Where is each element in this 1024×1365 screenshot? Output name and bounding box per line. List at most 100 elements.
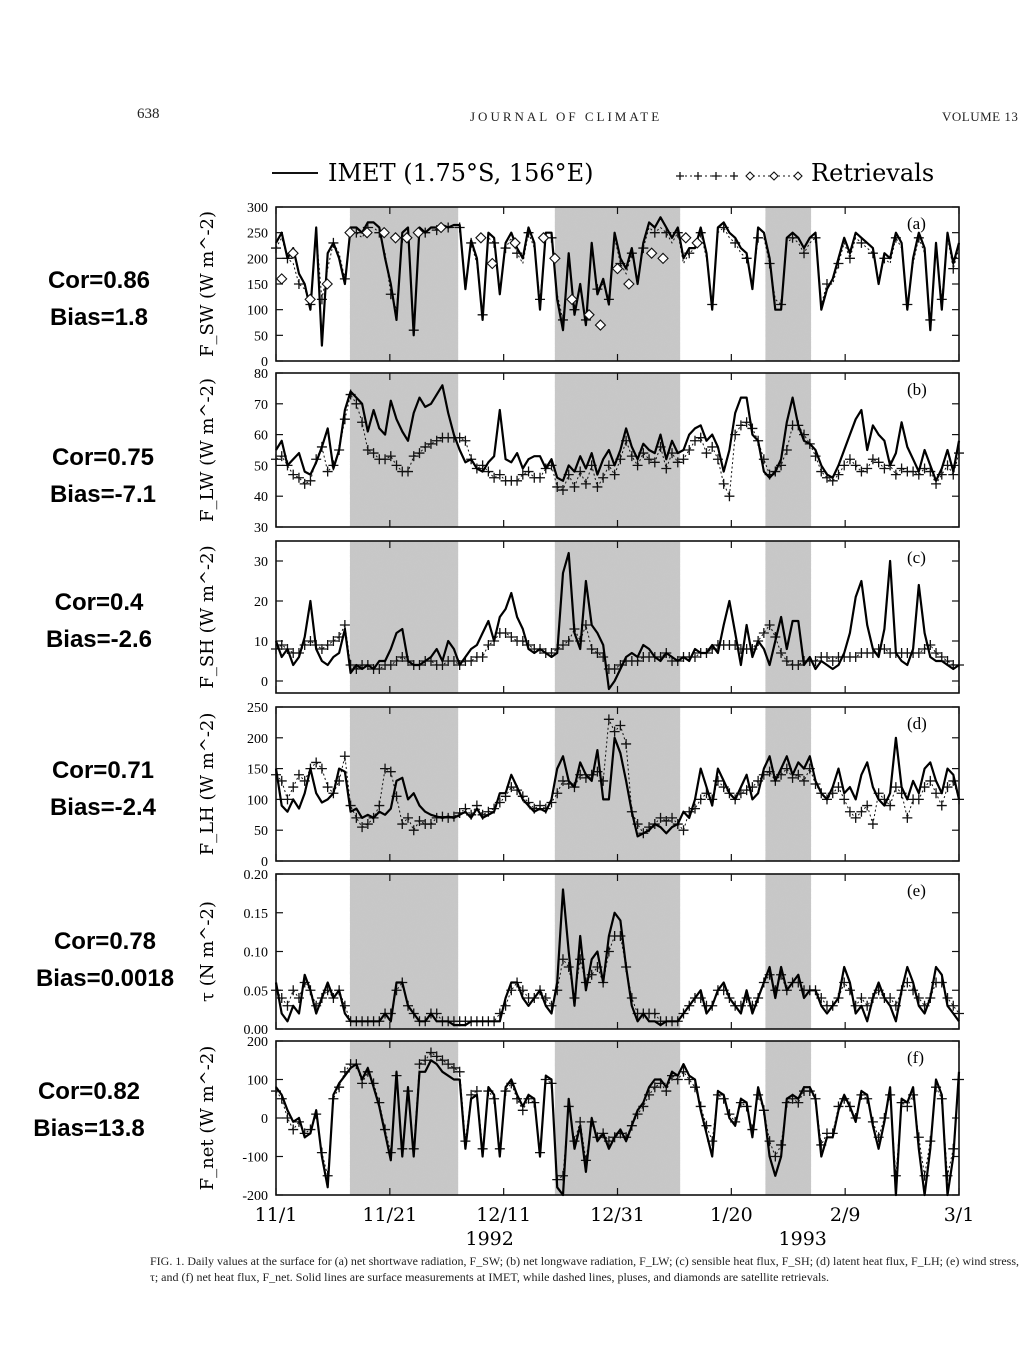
retrieval-plus-marker <box>695 794 706 805</box>
retrieval-plus-marker <box>425 819 436 830</box>
y-tick-label: 0 <box>261 855 268 870</box>
retrieval-plus-marker <box>850 812 861 823</box>
retrieval-plus-marker <box>896 463 907 474</box>
retrieval-plus-marker <box>712 775 723 786</box>
retrieval-plus-marker <box>867 454 878 465</box>
y-tick-label: 50 <box>254 329 268 344</box>
legend-imet-label: IMET (1.75°S, 156°E) <box>328 159 594 187</box>
retrieval-plus-marker <box>598 775 609 786</box>
imet-line <box>274 736 961 838</box>
x-tick-label: 11/1 <box>255 1204 298 1226</box>
shaded-period-texture <box>554 1041 681 1195</box>
retrieval-plus-marker <box>678 454 689 465</box>
legend-plus-marker <box>712 172 720 180</box>
retrieval-diamond-marker <box>321 278 334 290</box>
retrieval-plus-marker <box>483 640 494 650</box>
retrieval-plus-marker <box>563 962 574 972</box>
retrieval-plus-marker <box>586 644 597 654</box>
retrieval-plus-marker <box>844 806 855 817</box>
y-tick-label: -200 <box>242 1189 268 1204</box>
retrieval-plus-marker <box>552 481 563 492</box>
retrieval-plus-marker <box>293 279 304 289</box>
retrieval-plus-marker <box>293 472 304 483</box>
y-tick-label: 10 <box>254 635 268 650</box>
retrieval-plus-marker <box>776 648 787 658</box>
retrieval-diamond-marker <box>378 226 390 239</box>
y-tick-label: 30 <box>254 521 268 536</box>
retrieval-plus-marker <box>431 435 442 446</box>
y-axis-label: τ (N m^-2) <box>197 901 218 1002</box>
shaded-period-texture <box>349 541 459 693</box>
retrieval-plus-marker <box>632 460 643 471</box>
imet-line <box>274 888 960 1027</box>
stat-a: Cor=0.86 Bias=1.8 <box>4 262 194 336</box>
retrieval-plus-marker <box>288 1124 299 1135</box>
retrieval-plus-marker <box>615 720 626 731</box>
y-tick-label: 150 <box>247 763 268 778</box>
retrieval-plus-marker <box>351 398 362 409</box>
retrieval-plus-marker <box>821 652 832 662</box>
legend-plus-marker <box>694 172 702 180</box>
panel-e: 0.00 0.05 0.10 0.15 0.20 τ (N m^-2) (e) <box>197 868 964 1038</box>
retrieval-plus-marker <box>397 819 408 830</box>
retrieval-plus-marker <box>678 825 689 836</box>
panel-tag: (e) <box>907 881 926 900</box>
retrieval-plus-marker <box>925 775 936 786</box>
panel-b: 30 40 50 60 70 80 F_LW (W m^-2) (b) <box>197 367 964 536</box>
retrieval-plus-marker <box>913 648 924 658</box>
retrieval-plus-marker <box>609 726 620 737</box>
y-tick-label: 100 <box>247 793 268 808</box>
y-axis-label: F_SH (W m^-2) <box>197 545 218 688</box>
retrieval-plus-marker <box>431 1008 442 1019</box>
y-tick-label: 200 <box>247 732 268 747</box>
retrieval-plus-marker <box>695 432 706 443</box>
y-tick-label: 100 <box>247 1074 268 1089</box>
retrieval-plus-marker <box>919 463 930 474</box>
y-tick-label: 0 <box>261 1112 268 1127</box>
page-number: 638 <box>137 106 160 122</box>
y-tick-label: 100 <box>247 304 268 319</box>
panel-tag: (c) <box>907 548 926 567</box>
retrieval-plus-marker <box>557 640 568 650</box>
retrieval-plus-marker <box>661 463 672 474</box>
retrieval-plus-marker <box>667 812 678 823</box>
retrieval-plus-marker <box>672 457 683 468</box>
stat-f-bias: Bias=13.8 <box>33 1115 145 1142</box>
retrieval-plus-marker <box>477 652 488 662</box>
y-tick-label: 0 <box>261 675 268 690</box>
retrieval-plus-marker <box>271 243 281 254</box>
stat-f-cor: Cor=0.82 <box>37 1078 141 1105</box>
y-tick-label: 30 <box>254 555 268 570</box>
retrieval-plus-marker <box>466 656 477 666</box>
x-tick-label: 12/31 <box>590 1204 645 1226</box>
retrieval-diamond-marker <box>566 293 578 306</box>
retrieval-plus-marker <box>282 794 293 805</box>
x-tick-label: 2/9 <box>830 1204 861 1226</box>
retrieval-plus-marker <box>385 451 396 462</box>
retrieval-diamond-marker <box>435 221 447 234</box>
retrieval-plus-marker <box>781 656 792 666</box>
stat-b: Cor=0.75 Bias=-7.1 <box>8 439 198 513</box>
retrieval-plus-marker <box>282 1000 293 1011</box>
retrieval-plus-marker <box>316 644 327 654</box>
retrieval-plus-marker <box>609 469 620 480</box>
stat-e-bias: Bias=0.0018 <box>35 965 175 992</box>
retrieval-plus-marker <box>408 451 419 462</box>
panel-f: -200 -100 0 100 200 F_net (W m^-2) (f) <box>197 1035 964 1204</box>
y-tick-label: 70 <box>254 398 268 413</box>
retrieval-plus-marker <box>500 628 511 638</box>
panel-c: 0 10 20 30 F_SH (W m^-2) (c) <box>197 540 964 694</box>
stat-b-cor: Cor=0.75 <box>51 444 155 471</box>
y-tick-label: 50 <box>254 824 268 839</box>
retrieval-plus-marker <box>724 491 735 502</box>
y-tick-label: 250 <box>247 227 268 242</box>
stat-a-bias: Bias=1.8 <box>49 304 149 331</box>
retrieval-plus-marker <box>856 466 867 477</box>
y-tick-label: 40 <box>254 490 268 505</box>
retrieval-plus-marker <box>862 800 873 811</box>
retrieval-plus-marker <box>385 660 396 670</box>
retrieval-plus-marker <box>598 472 609 483</box>
retrieval-plus-marker <box>437 1055 448 1066</box>
x-year-label: 1992 <box>465 1228 513 1250</box>
panel-tag: (a) <box>907 214 926 233</box>
